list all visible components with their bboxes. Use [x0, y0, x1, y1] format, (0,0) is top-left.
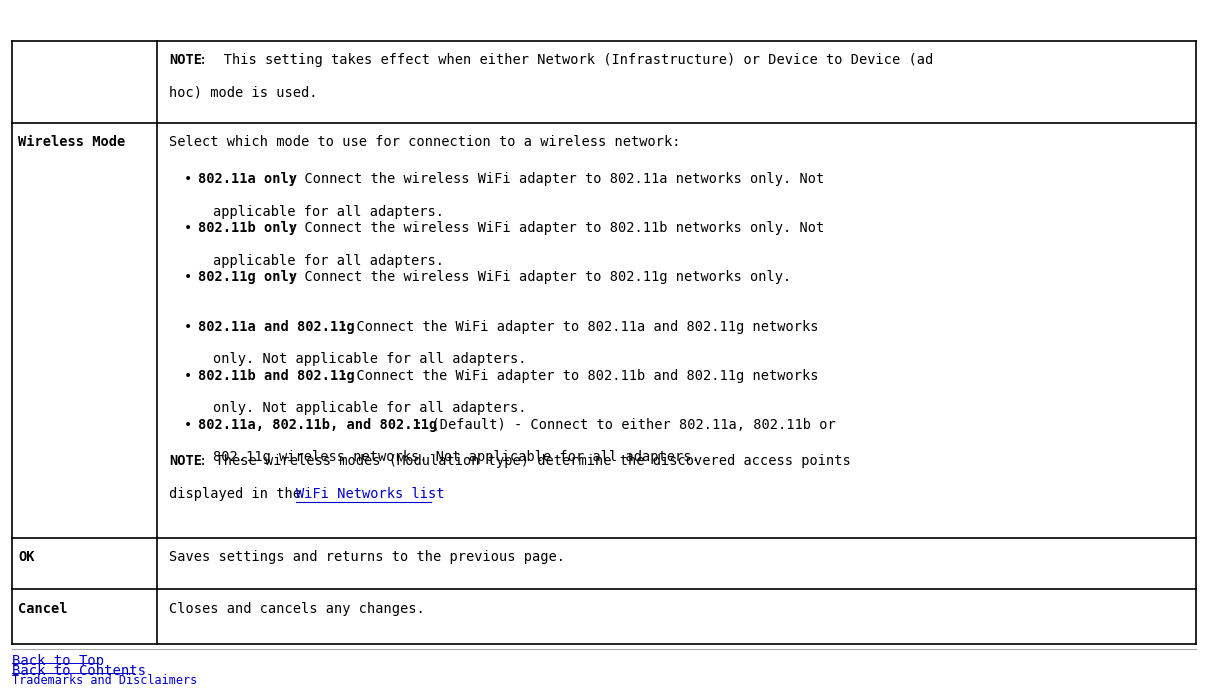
Text: : (Default) - Connect to either 802.11a, 802.11b or: : (Default) - Connect to either 802.11a,… — [416, 418, 836, 431]
Text: •: • — [184, 221, 192, 236]
Text: : Connect the wireless WiFi adapter to 802.11a networks only. Not: : Connect the wireless WiFi adapter to 8… — [288, 172, 824, 186]
Text: Select which mode to use for connection to a wireless network:: Select which mode to use for connection … — [169, 135, 680, 149]
Text: hoc) mode is used.: hoc) mode is used. — [169, 86, 318, 100]
Text: : Connect the WiFi adapter to 802.11b and 802.11g networks: : Connect the WiFi adapter to 802.11b an… — [341, 369, 819, 382]
Text: : Connect the wireless WiFi adapter to 802.11b networks only. Not: : Connect the wireless WiFi adapter to 8… — [288, 221, 824, 236]
Text: 802.11a, 802.11b, and 802.11g: 802.11a, 802.11b, and 802.11g — [198, 418, 437, 431]
Text: 802.11g wireless networks. Not applicable for all adapters.: 802.11g wireless networks. Not applicabl… — [213, 451, 699, 464]
Text: •: • — [184, 320, 192, 333]
Text: Trademarks and Disclaimers: Trademarks and Disclaimers — [12, 675, 197, 688]
Text: •: • — [184, 172, 192, 186]
Text: only. Not applicable for all adapters.: only. Not applicable for all adapters. — [213, 401, 527, 415]
Text: •: • — [184, 369, 192, 382]
Text: 802.11a and 802.11g: 802.11a and 802.11g — [198, 320, 355, 333]
Text: 802.11a only: 802.11a only — [198, 172, 297, 186]
Text: •: • — [184, 271, 192, 285]
Text: WiFi Networks list: WiFi Networks list — [296, 487, 445, 501]
Text: only. Not applicable for all adapters.: only. Not applicable for all adapters. — [213, 352, 527, 367]
Text: Cancel: Cancel — [18, 601, 68, 615]
Text: OK: OK — [18, 551, 35, 564]
Text: applicable for all adapters.: applicable for all adapters. — [213, 254, 443, 268]
Text: displayed in the: displayed in the — [169, 487, 309, 501]
Text: : Connect the wireless WiFi adapter to 802.11g networks only.: : Connect the wireless WiFi adapter to 8… — [288, 271, 791, 285]
Text: applicable for all adapters.: applicable for all adapters. — [213, 205, 443, 219]
Text: Back to Top: Back to Top — [12, 654, 104, 668]
Text: : Connect the WiFi adapter to 802.11a and 802.11g networks: : Connect the WiFi adapter to 802.11a an… — [341, 320, 819, 333]
Text: 802.11g only: 802.11g only — [198, 271, 297, 285]
Text: :  This setting takes effect when either Network (Infrastructure) or Device to D: : This setting takes effect when either … — [199, 53, 934, 67]
Text: : These wireless modes (Modulation type) determine the discovered access points: : These wireless modes (Modulation type)… — [199, 455, 850, 469]
Text: NOTE: NOTE — [169, 53, 202, 67]
Text: Wireless Mode: Wireless Mode — [18, 135, 126, 149]
Text: Closes and cancels any changes.: Closes and cancels any changes. — [169, 601, 425, 615]
Text: •: • — [184, 418, 192, 431]
Text: Saves settings and returns to the previous page.: Saves settings and returns to the previo… — [169, 551, 565, 564]
Text: 802.11b only: 802.11b only — [198, 221, 297, 236]
Text: Back to Contents: Back to Contents — [12, 664, 146, 678]
Text: 802.11b and 802.11g: 802.11b and 802.11g — [198, 369, 355, 382]
Text: NOTE: NOTE — [169, 455, 202, 469]
